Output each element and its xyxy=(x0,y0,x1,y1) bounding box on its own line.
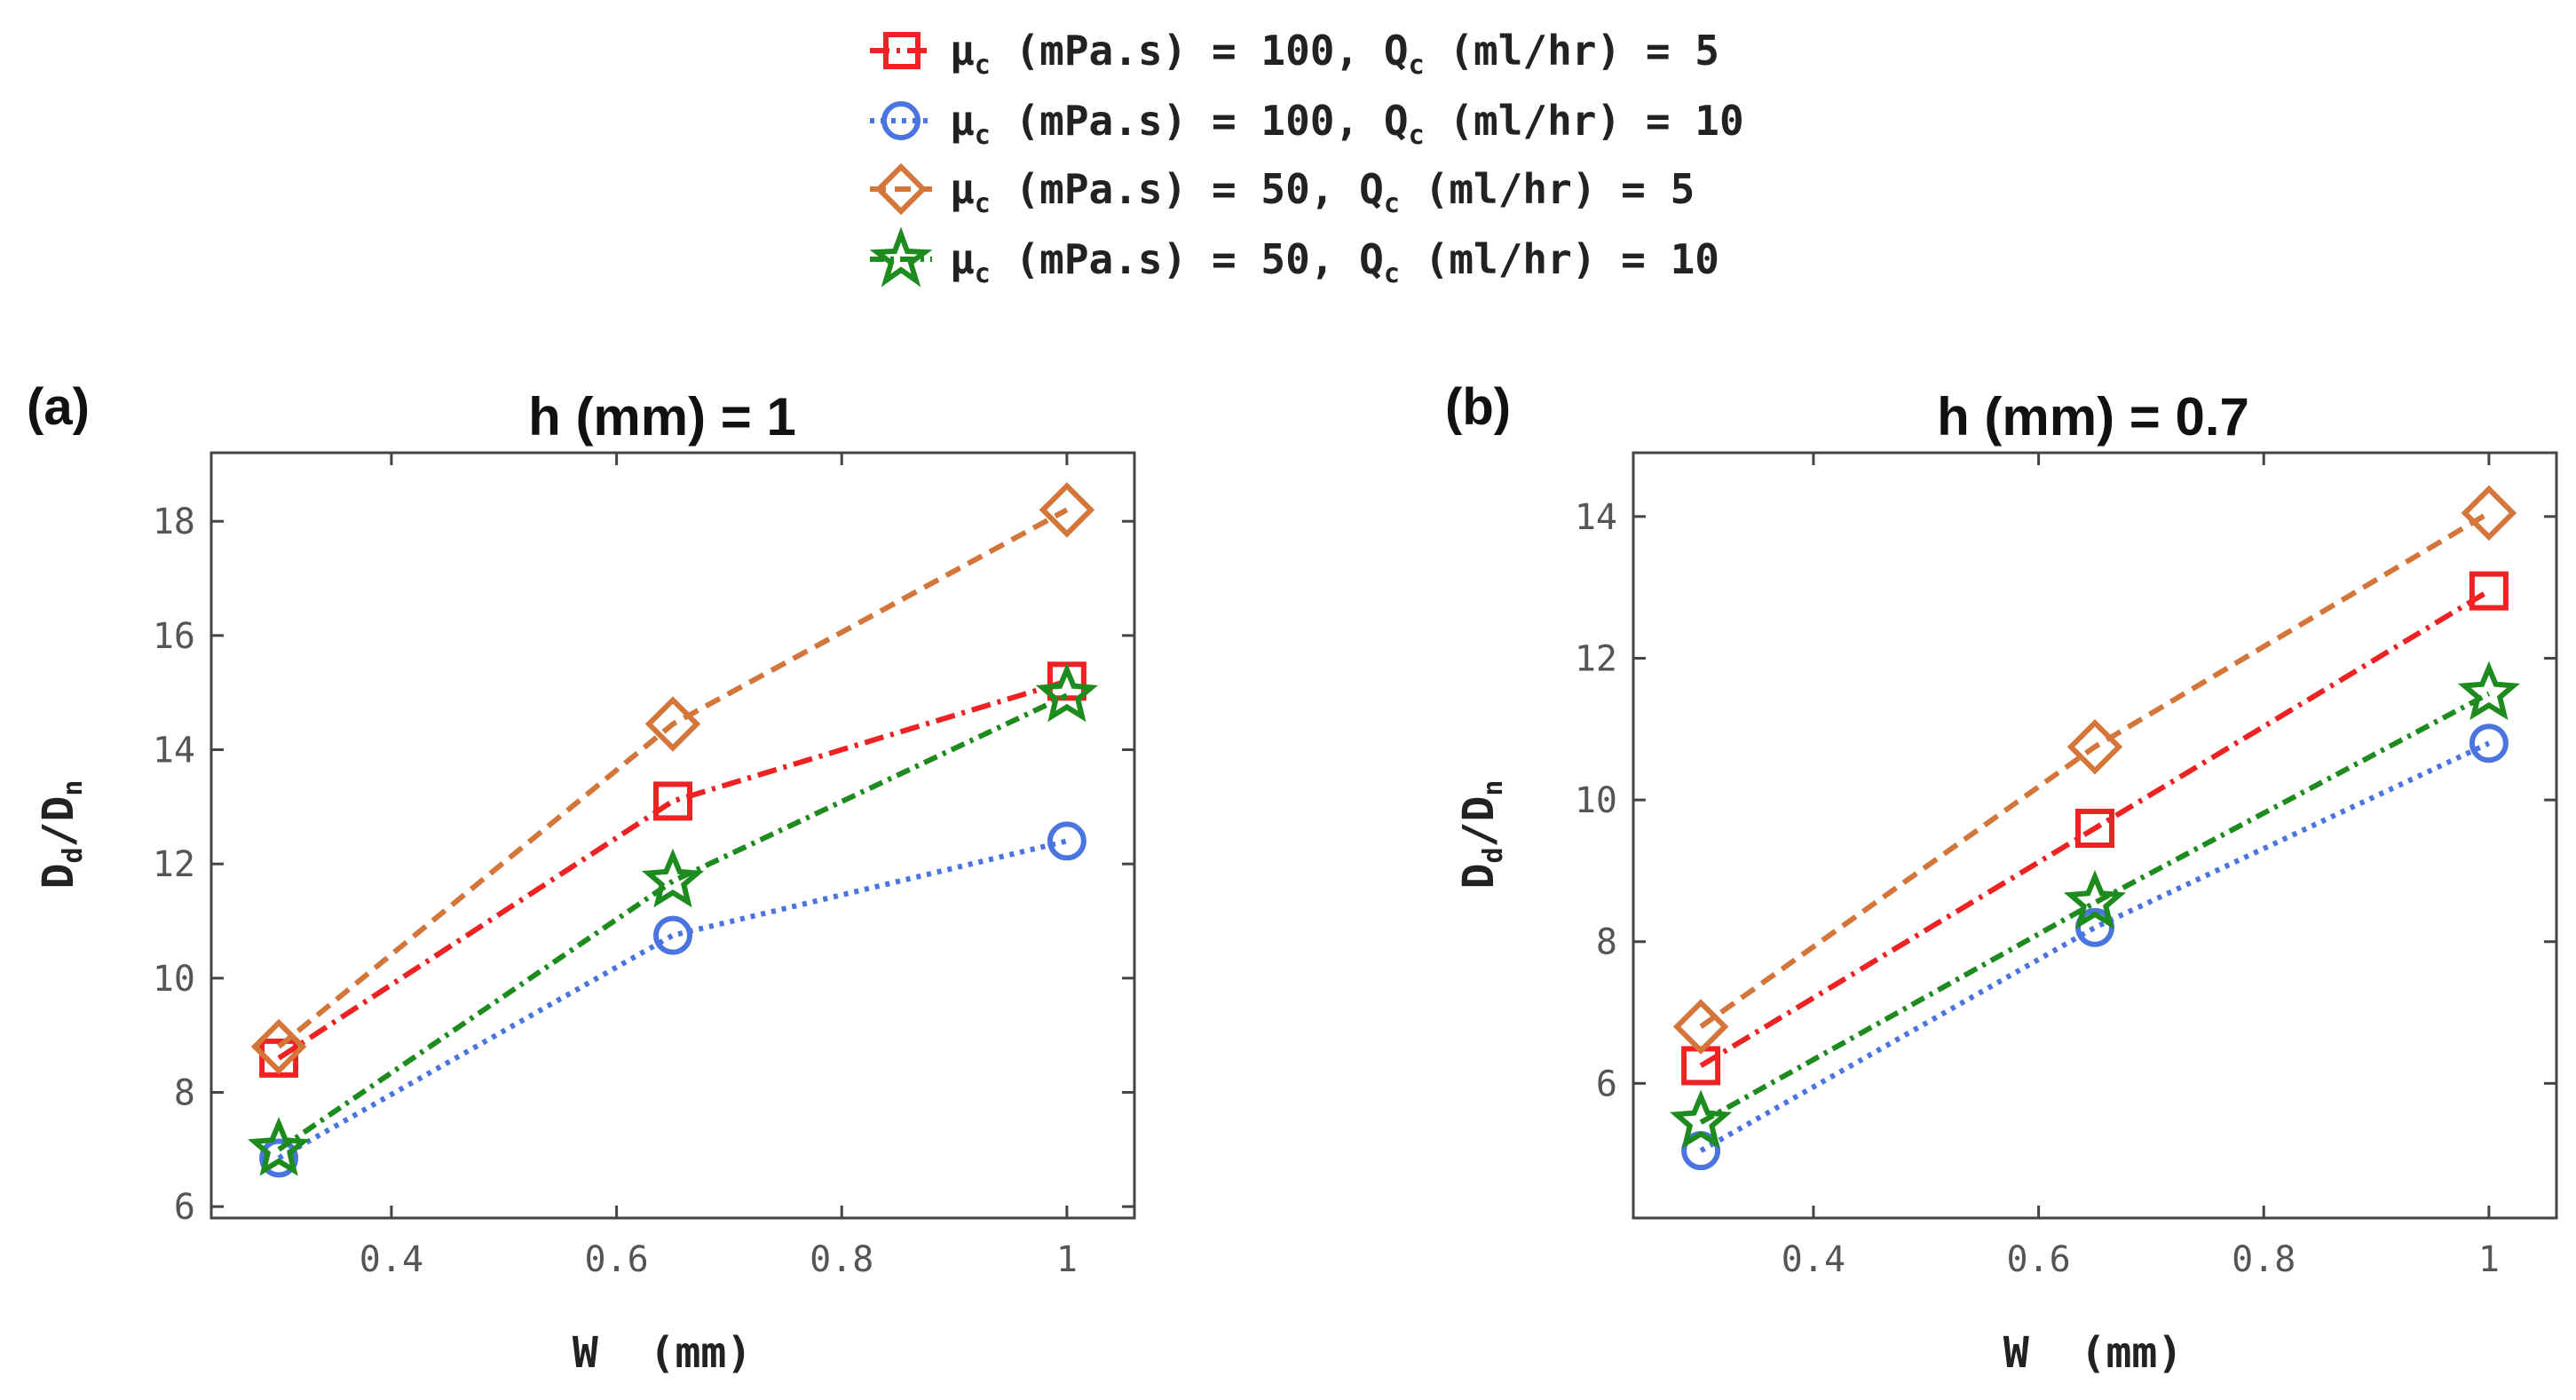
star-marker xyxy=(2457,660,2520,721)
y-tick-label: 12 xyxy=(1575,638,1617,679)
circle-marker xyxy=(1047,821,1087,861)
x-tick-label: 1 xyxy=(2478,1239,2500,1280)
legend-swatch-circle-marker xyxy=(881,101,921,140)
legend-entry-2: μc (mPa.s) = 100, Qc (ml/hr) = 10 xyxy=(870,97,1744,151)
series-3 xyxy=(1672,485,2517,1055)
legend-swatch-diamond-marker xyxy=(874,162,928,216)
diamond-marker xyxy=(2461,485,2517,542)
y-tick-label: 6 xyxy=(1596,1064,1617,1104)
circle-marker xyxy=(653,915,692,955)
series-layer xyxy=(248,482,1098,1178)
x-tick-label: 1 xyxy=(1056,1239,1078,1280)
diamond-marker xyxy=(644,696,701,752)
x-tick-label: 0.4 xyxy=(360,1239,423,1280)
series-4 xyxy=(248,662,1098,1176)
x-tick-label: 0.6 xyxy=(584,1239,648,1280)
panel-label: (b) xyxy=(1445,378,1511,436)
x-tick-label: 0.4 xyxy=(1782,1239,1845,1280)
chart-title: h (mm) = 0.7 xyxy=(1937,387,2249,447)
y-axis-ticks: 6 8 10 12 14 xyxy=(1575,497,2556,1104)
diamond-marker xyxy=(1672,999,1729,1055)
star-marker xyxy=(1035,662,1098,723)
square-marker xyxy=(653,781,692,821)
series-line xyxy=(1699,740,2491,1153)
diamond-marker xyxy=(2066,718,2123,775)
legend-label-4: μc (mPa.s) = 50, Qc (ml/hr) = 10 xyxy=(950,235,1719,289)
plot-frame xyxy=(1632,451,2558,1220)
square-marker xyxy=(2075,809,2114,849)
y-tick-label: 18 xyxy=(153,502,195,542)
x-axis-ticks: 0.4 0.6 0.8 1 xyxy=(1782,453,2500,1280)
star-marker xyxy=(1670,1089,1733,1150)
series-1 xyxy=(1681,571,2509,1086)
legend-label-3: μc (mPa.s) = 50, Qc (ml/hr) = 5 xyxy=(950,165,1695,219)
y-tick-label: 10 xyxy=(1575,780,1617,821)
y-tick-label: 14 xyxy=(153,731,195,771)
series-line xyxy=(277,678,1068,1061)
square-marker xyxy=(2469,571,2509,611)
x-tick-label: 0.6 xyxy=(2006,1239,2070,1280)
series-3 xyxy=(250,482,1095,1075)
diamond-marker xyxy=(250,1018,307,1075)
square-marker xyxy=(259,1038,299,1078)
x-tick-label: 0.8 xyxy=(2232,1239,2295,1280)
legend-swatch-square-marker xyxy=(883,32,921,69)
series-layer xyxy=(1670,485,2520,1171)
y-axis-title: Dd/Dn xyxy=(1454,780,1509,890)
panel-label: (a) xyxy=(27,378,90,436)
y-axis-ticks: 6 8 10 12 14 16 18 xyxy=(153,502,1134,1228)
y-tick-label: 14 xyxy=(1575,497,1617,538)
legend-swatch-star-marker xyxy=(869,226,933,288)
circle-marker xyxy=(259,1138,299,1178)
series-line xyxy=(1699,510,2491,1029)
series-line xyxy=(277,692,1069,1152)
legend-label-1: μc (mPa.s) = 100, Qc (ml/hr) = 5 xyxy=(950,27,1719,81)
series-line xyxy=(1699,589,2491,1068)
y-tick-label: 12 xyxy=(153,844,195,885)
y-tick-label: 16 xyxy=(153,616,195,657)
legend-label-2: μc (mPa.s) = 100, Qc (ml/hr) = 10 xyxy=(950,97,1744,151)
legend: μc (mPa.s) = 100, Qc (ml/hr) = 5 μc (mPa… xyxy=(869,27,1744,289)
x-axis-title: W (mm) xyxy=(2003,1328,2183,1378)
y-tick-label: 10 xyxy=(153,959,195,1000)
star-marker xyxy=(248,1117,311,1176)
diamond-marker xyxy=(1039,482,1095,538)
x-axis-ticks: 0.4 0.6 0.8 1 xyxy=(360,453,1078,1280)
x-tick-label: 0.8 xyxy=(810,1239,873,1280)
series-2 xyxy=(259,821,1087,1178)
legend-entry-3: μc (mPa.s) = 50, Qc (ml/hr) = 5 xyxy=(870,162,1695,219)
chart-panel-a: (a) h (mm) = 1 6 8 10 12 14 16 18 0.4 0.6 0.8 1 W… xyxy=(27,378,1136,1378)
series-2 xyxy=(1681,724,2509,1171)
legend-entry-4: μc (mPa.s) = 50, Qc (ml/hr) = 10 xyxy=(869,226,1719,289)
series-line xyxy=(277,838,1068,1161)
chart-title: h (mm) = 1 xyxy=(528,387,796,447)
y-tick-label: 6 xyxy=(174,1187,195,1228)
plot-frame xyxy=(209,451,1136,1220)
series-4 xyxy=(1670,660,2520,1150)
circle-marker xyxy=(2469,724,2509,763)
x-axis-title: W (mm) xyxy=(573,1328,752,1378)
y-tick-label: 8 xyxy=(1596,922,1617,963)
star-marker xyxy=(2063,869,2127,929)
chart-panel-b: (b) h (mm) = 0.7 6 8 10 12 14 0.4 0.6 0.8 1 W (… xyxy=(1445,378,2558,1378)
star-marker xyxy=(641,848,705,908)
y-tick-label: 8 xyxy=(174,1072,195,1113)
series-line xyxy=(277,507,1069,1049)
y-axis-title: Dd/Dn xyxy=(34,780,89,890)
legend-entry-1: μc (mPa.s) = 100, Qc (ml/hr) = 5 xyxy=(870,27,1719,81)
